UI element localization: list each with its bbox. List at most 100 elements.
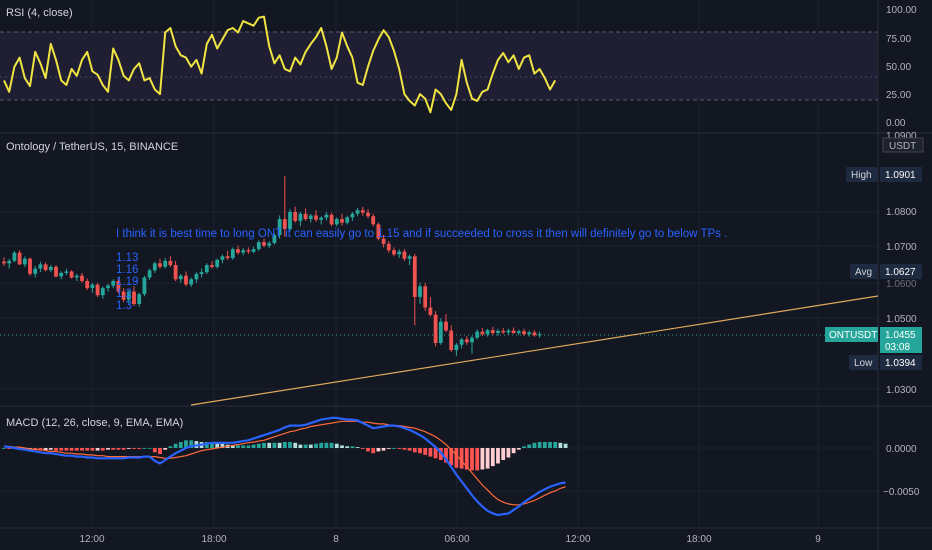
candle-body [38, 264, 43, 269]
time-label: 06:00 [444, 534, 469, 545]
macd-axis[interactable]: 0.0000 −0.0050 [883, 444, 920, 498]
histogram-bar [64, 448, 69, 451]
low-label: Low [854, 358, 873, 369]
grid [0, 0, 878, 528]
rsi-series [3, 15, 557, 114]
candle-body [376, 224, 381, 239]
candle-body [433, 314, 438, 343]
candle-body [288, 212, 292, 229]
candle-body [537, 334, 542, 336]
candle-body [532, 332, 537, 336]
histogram-bar [449, 448, 454, 466]
candles [2, 176, 542, 356]
time-axis[interactable]: 12:00 18:00 8 06:00 12:00 18:00 9 [79, 534, 821, 545]
candle-body [324, 214, 329, 218]
histogram-bar [371, 448, 376, 454]
histogram-bar [459, 448, 464, 469]
macd-pane-title: MACD (12, 26, close, 9, EMA, EMA) [6, 417, 183, 429]
avg-label: Avg [855, 267, 872, 278]
price-tick-label-partial: 1.0600 [886, 279, 917, 290]
candle-body [121, 291, 126, 300]
histogram-bar [558, 442, 563, 448]
trendline[interactable] [190, 295, 879, 406]
histogram-bar [548, 442, 552, 448]
candle-body [516, 331, 521, 334]
candle-body [355, 210, 360, 214]
histogram-bar [319, 442, 324, 448]
candle-body [241, 250, 246, 253]
candle-body [506, 330, 511, 333]
rsi-tick-label: 25.00 [886, 90, 911, 101]
low-label-box [849, 355, 878, 370]
high-value-box [880, 167, 922, 182]
candle-body [225, 256, 230, 259]
histogram-bar [241, 445, 246, 448]
candle-body [340, 219, 344, 223]
candle-body [303, 213, 308, 220]
time-label: 18:00 [201, 534, 226, 545]
currency-box[interactable] [882, 137, 924, 153]
candle-body [194, 274, 199, 280]
candle-body [246, 250, 251, 252]
candle-body [522, 331, 526, 335]
histogram-bar [298, 444, 303, 448]
price-tick-label-partial: 1.0900 [886, 131, 917, 142]
candle-body [490, 330, 495, 333]
histogram-bar [137, 448, 142, 449]
histogram-bar [230, 445, 235, 448]
histogram-bar [480, 448, 485, 470]
symbol-tag: ONTUSDT [829, 330, 877, 341]
take-profit-label: 1.16 [116, 264, 138, 276]
rsi-tick-label: 0.00 [886, 118, 906, 129]
price-tick-label: 1.0700 [886, 242, 917, 253]
take-profit-label: 1.3 [116, 300, 132, 312]
candle-body [444, 321, 448, 331]
take-profit-label: 1.2 [116, 288, 132, 300]
price-tick-label: 1.0300 [886, 385, 917, 396]
candle-body [230, 249, 235, 258]
histogram-bar [184, 440, 188, 448]
macd-line [3, 416, 566, 517]
time-label: 12:00 [79, 534, 104, 545]
candle-body [485, 330, 490, 335]
time-label: 8 [333, 534, 339, 545]
histogram-bar [2, 448, 6, 449]
histogram-bar [485, 448, 490, 469]
rsi-tick-label: 50.00 [886, 62, 911, 73]
avg-value-box [880, 264, 922, 279]
histogram-bar [454, 448, 459, 468]
price-pane-title: Ontology / TetherUS, 15, BINANCE [6, 141, 178, 153]
rsi-axis[interactable]: 100.00 75.00 50.00 25.00 0.00 [886, 5, 917, 129]
candle-body [178, 275, 183, 280]
candle-body [147, 270, 152, 278]
candle-body [277, 219, 282, 235]
time-label: 18:00 [686, 534, 711, 545]
histogram-bar [444, 448, 448, 463]
candle-body [475, 331, 480, 338]
candle-body [152, 263, 157, 271]
last-price-value: 1.0455 [885, 330, 916, 341]
histogram-bar [423, 448, 428, 455]
candle-body [402, 251, 407, 259]
price-axis[interactable]: 1.0900 USDT High 1.0901 1.0800 1.0700 Av… [825, 131, 924, 396]
rsi-band-lines [0, 31, 878, 101]
histogram-bar [246, 445, 251, 448]
candle-body [428, 307, 433, 315]
histogram-bar [189, 440, 194, 448]
histogram-bar [428, 448, 433, 457]
candle-body [90, 284, 95, 289]
histogram-bar [173, 443, 178, 448]
histogram-bar [262, 442, 266, 448]
histogram-bar [475, 448, 480, 471]
histogram-bar [433, 448, 438, 459]
price-tick-label: 1.0800 [886, 207, 917, 218]
price-tick-label: 1.0500 [886, 314, 917, 325]
candle-body [173, 265, 178, 280]
candle-body [163, 260, 168, 267]
time-label: 9 [815, 534, 821, 545]
idea-annotation[interactable]: I think it is best time to long ONT it c… [116, 228, 727, 240]
histogram-bar [360, 448, 365, 449]
candle-body [116, 281, 121, 292]
